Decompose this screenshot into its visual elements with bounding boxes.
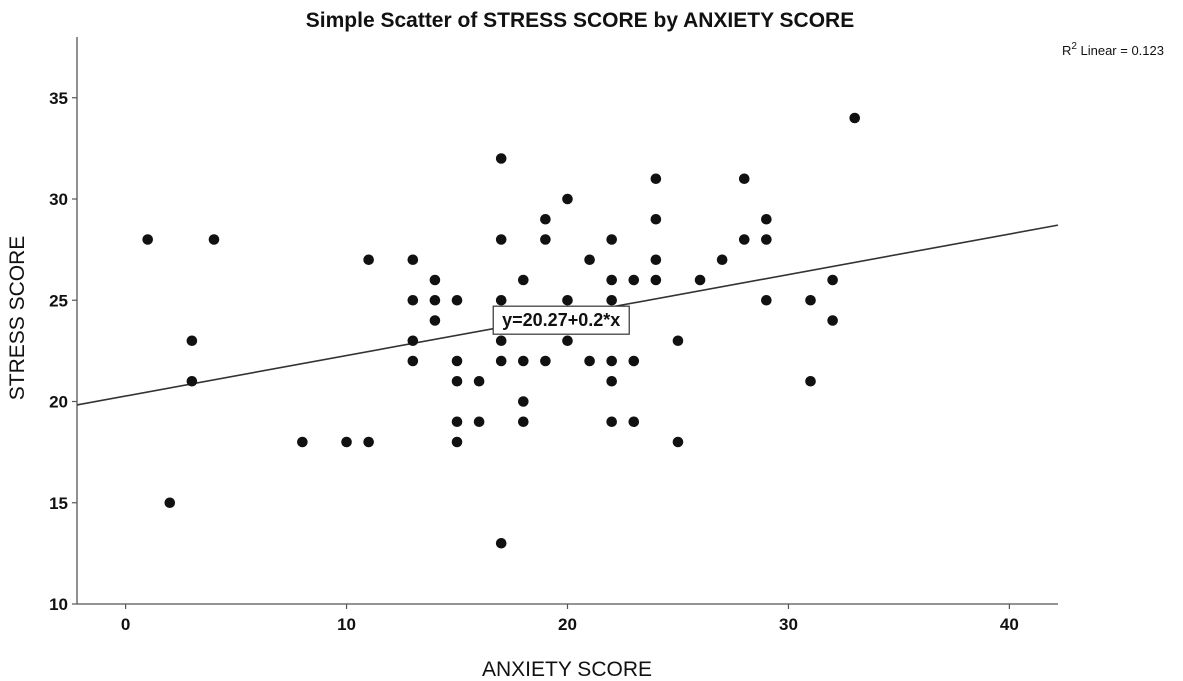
data-point <box>606 234 617 245</box>
data-point <box>451 436 463 448</box>
data-point <box>473 416 485 428</box>
data-point <box>672 436 684 448</box>
data-point <box>540 213 551 225</box>
data-point <box>495 234 507 245</box>
y-tick-label: 10 <box>49 595 68 614</box>
y-axis-label: STRESS SCORE <box>6 236 29 401</box>
data-point <box>606 355 617 367</box>
data-point <box>407 294 419 306</box>
data-point <box>451 294 463 306</box>
data-point <box>672 335 684 347</box>
data-point <box>827 274 838 286</box>
data-point <box>451 375 463 387</box>
data-point <box>849 112 861 124</box>
x-tick-label: 30 <box>779 615 798 634</box>
data-point <box>142 234 154 245</box>
equation-box: y=20.27+0.2*x <box>492 305 630 335</box>
data-point <box>540 234 551 245</box>
x-tick-label: 20 <box>558 615 577 634</box>
data-point <box>562 193 573 205</box>
data-point <box>495 355 507 367</box>
data-point <box>495 294 507 306</box>
data-point <box>451 416 463 428</box>
data-point <box>716 254 728 266</box>
data-point <box>805 294 816 306</box>
data-point <box>518 274 529 286</box>
data-point <box>495 537 507 549</box>
equation-label: y=20.27+0.2*x <box>502 310 620 330</box>
data-point <box>694 274 706 286</box>
data-point <box>341 436 352 448</box>
data-point <box>606 294 617 306</box>
y-tick-label: 25 <box>49 291 68 310</box>
data-point <box>650 213 662 225</box>
r-squared-label: R2 Linear = 0.123 <box>1062 41 1164 58</box>
y-tick-label: 30 <box>49 190 68 209</box>
data-point <box>297 436 308 448</box>
data-point <box>540 355 551 367</box>
data-point <box>518 416 529 428</box>
data-point <box>518 355 529 367</box>
data-point <box>407 355 419 367</box>
data-point <box>562 335 573 347</box>
y-tick-label: 20 <box>49 393 68 412</box>
data-point <box>208 234 220 245</box>
data-point <box>186 375 198 387</box>
data-point <box>429 274 441 286</box>
x-tick-label: 40 <box>1000 615 1019 634</box>
data-point <box>584 254 595 266</box>
data-point <box>650 274 662 286</box>
data-point <box>650 173 662 185</box>
data-point <box>429 315 441 326</box>
y-tick-label: 15 <box>49 494 68 513</box>
x-ticks: 0 10 20 30 40 <box>121 604 1019 634</box>
data-point <box>518 396 529 407</box>
data-point <box>429 294 441 306</box>
data-point <box>606 274 617 286</box>
data-point <box>628 416 640 428</box>
data-point <box>186 335 198 347</box>
data-point <box>584 355 595 367</box>
data-point <box>451 355 463 367</box>
data-point <box>650 254 662 266</box>
y-ticks: 10 15 20 25 30 35 <box>49 89 77 614</box>
data-point <box>805 375 816 387</box>
data-point <box>495 153 507 164</box>
data-point <box>761 294 772 306</box>
y-tick-label: 35 <box>49 89 68 108</box>
data-point <box>761 234 772 245</box>
data-point <box>407 254 419 266</box>
data-point <box>363 254 374 266</box>
data-point <box>827 315 838 326</box>
chart-title: Simple Scatter of STRESS SCORE by ANXIET… <box>306 9 854 32</box>
x-axis-label: ANXIETY SCORE <box>482 658 652 681</box>
x-tick-label: 10 <box>337 615 356 634</box>
data-point <box>164 497 176 509</box>
data-point <box>628 274 640 286</box>
data-point <box>562 294 573 306</box>
data-point <box>363 436 374 448</box>
data-point <box>628 355 640 367</box>
data-point <box>761 213 772 225</box>
data-point <box>738 173 750 185</box>
data-point <box>495 335 507 347</box>
data-point <box>738 234 750 245</box>
data-point <box>606 375 617 387</box>
data-point <box>473 375 485 387</box>
data-points <box>142 112 861 549</box>
data-point <box>606 416 617 428</box>
data-point <box>407 335 419 347</box>
x-tick-label: 0 <box>121 615 130 634</box>
